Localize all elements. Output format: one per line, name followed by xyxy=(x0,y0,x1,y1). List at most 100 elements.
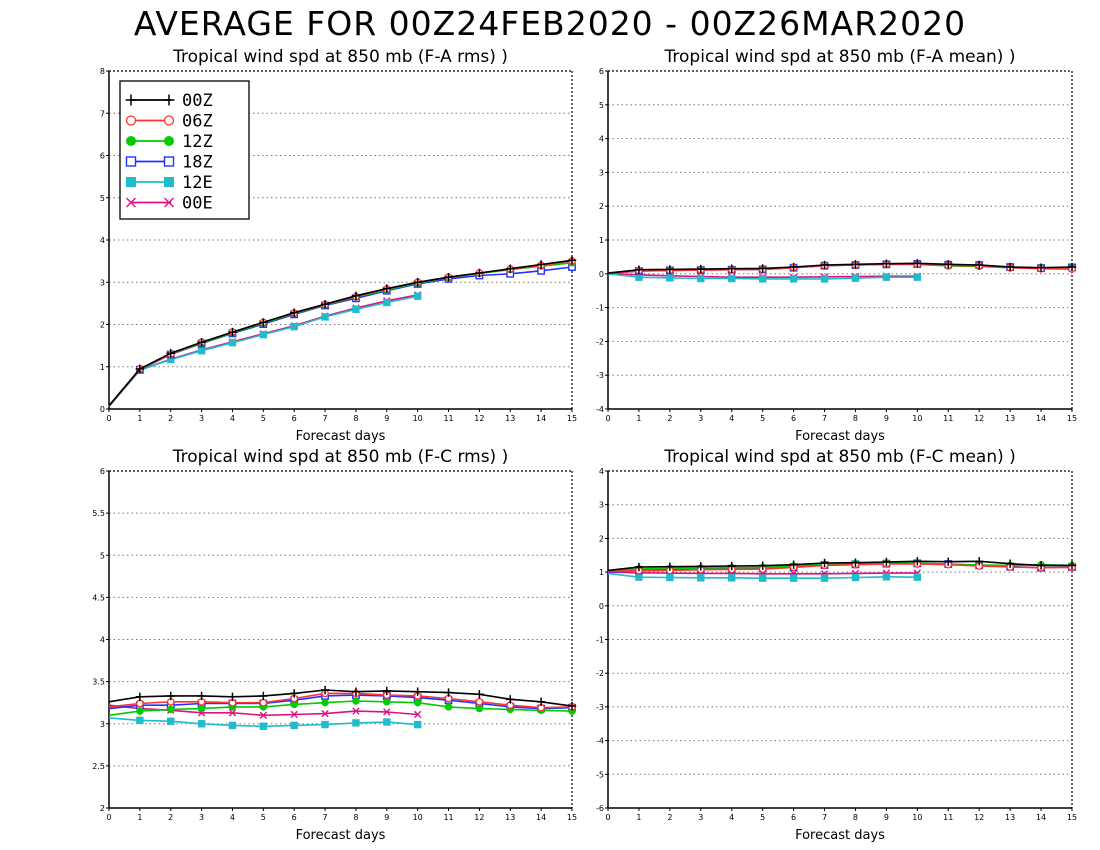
legend-marker-12Z xyxy=(126,136,136,146)
data-point-00Z xyxy=(1005,262,1015,272)
data-point-00Z xyxy=(789,262,798,272)
x-tick-label: 1 xyxy=(636,813,641,822)
series-line-12Z xyxy=(108,262,573,407)
legend-marker-00E xyxy=(164,197,174,208)
x-tick-label: 7 xyxy=(822,414,827,423)
x-tick-label: 6 xyxy=(791,414,796,423)
y-tick-label: -5 xyxy=(596,770,604,779)
x-tick-label: 15 xyxy=(567,414,577,423)
panel-title: Tropical wind spd at 850 mb (F-C mean) ) xyxy=(663,447,1016,467)
y-tick-label: 6 xyxy=(100,152,105,161)
x-tick-label: 13 xyxy=(1005,813,1015,822)
x-tick-label: 13 xyxy=(1005,414,1015,423)
x-tick-label: 11 xyxy=(943,414,953,423)
data-point-00Z xyxy=(696,264,705,274)
data-point-00Z xyxy=(475,690,484,699)
data-point-12E xyxy=(383,298,391,307)
x-tick-label: 6 xyxy=(292,414,297,423)
data-point-12E xyxy=(820,275,829,283)
series-12E xyxy=(108,292,422,408)
data-point-12Z xyxy=(321,698,329,707)
series-00Z xyxy=(108,256,577,407)
page-title: AVERAGE FOR 00Z24FEB2020 - 00Z26MAR2020 xyxy=(133,4,967,43)
data-point-12E xyxy=(697,574,705,582)
x-tick-label: 14 xyxy=(1036,414,1046,423)
series-12Z xyxy=(108,259,576,407)
data-point-12E xyxy=(758,275,767,283)
x-tick-label: 2 xyxy=(667,414,672,423)
data-point-00Z xyxy=(567,256,577,265)
data-point-00Z xyxy=(1067,561,1077,570)
data-point-00Z xyxy=(290,689,299,698)
series-line-06Z xyxy=(108,260,573,407)
legend-label-18Z: 18Z xyxy=(182,153,213,173)
data-point-12E xyxy=(697,274,705,283)
data-point-00Z xyxy=(1036,263,1046,272)
data-point-00Z xyxy=(228,692,237,701)
y-tick-label: 2.5 xyxy=(92,762,105,771)
legend-marker-00Z xyxy=(163,94,175,106)
x-tick-label: 0 xyxy=(605,414,610,423)
data-point-12E xyxy=(290,322,298,331)
x-tick-label: 13 xyxy=(505,813,515,822)
data-point-00E xyxy=(413,710,422,719)
x-axis-label: Forecast days xyxy=(296,828,386,843)
series-line-00E xyxy=(108,294,418,408)
x-tick-label: 2 xyxy=(168,414,173,423)
x-tick-label: 10 xyxy=(912,813,922,822)
data-point-00E xyxy=(290,710,298,719)
data-point-00Z xyxy=(197,691,206,701)
x-tick-label: 12 xyxy=(474,813,484,822)
data-point-12Z xyxy=(352,697,360,705)
x-tick-label: 2 xyxy=(667,813,672,822)
data-point-00Z xyxy=(166,349,175,358)
y-tick-label: -3 xyxy=(596,703,604,712)
data-point-00Z xyxy=(135,692,145,701)
data-point-00Z xyxy=(444,272,453,282)
panel-title: Tropical wind spd at 850 mb (F-A rms) ) xyxy=(172,47,508,67)
data-point-00Z xyxy=(382,686,391,696)
data-point-12E xyxy=(259,330,268,339)
data-point-00Z xyxy=(882,259,891,268)
data-point-00Z xyxy=(882,557,891,567)
data-point-00E xyxy=(321,709,329,718)
x-tick-label: 7 xyxy=(323,813,328,822)
data-point-12Z xyxy=(197,704,206,713)
series-12E xyxy=(607,572,922,582)
y-tick-label: -4 xyxy=(596,737,604,746)
x-tick-label: 5 xyxy=(261,813,266,822)
y-tick-label: 0 xyxy=(599,602,604,611)
data-point-00Z xyxy=(727,561,736,571)
x-tick-label: 15 xyxy=(1067,813,1077,822)
chart-panel-3: Tropical wind spd at 850 mb (F-C rms) ) 2… xyxy=(92,447,577,843)
data-point-00Z xyxy=(1005,559,1015,568)
data-point-12E xyxy=(413,720,422,729)
series-line-12Z xyxy=(607,562,1073,572)
x-tick-label: 10 xyxy=(912,414,922,423)
data-point-00E xyxy=(352,707,360,715)
y-tick-label: 8 xyxy=(100,67,105,76)
x-tick-label: 0 xyxy=(605,813,610,822)
legend-marker-00E xyxy=(126,197,136,208)
chart-panel-4: Tropical wind spd at 850 mb (F-C mean) )… xyxy=(596,447,1077,843)
x-tick-label: 3 xyxy=(698,813,703,822)
y-tick-label: 3 xyxy=(599,501,604,510)
x-tick-label: 14 xyxy=(1036,813,1046,822)
data-point-12E xyxy=(728,574,736,582)
legend-marker-18Z xyxy=(125,156,137,167)
data-point-00Z xyxy=(665,265,675,274)
x-tick-label: 5 xyxy=(760,813,765,822)
series-00Z xyxy=(108,685,577,711)
legend-marker-06Z xyxy=(163,115,175,126)
data-point-12E xyxy=(913,273,922,281)
data-point-00E xyxy=(383,708,391,716)
chart-panel-2: Tropical wind spd at 850 mb (F-A mean) )… xyxy=(596,47,1077,444)
data-point-06Z xyxy=(259,698,268,707)
y-tick-label: 5 xyxy=(100,551,105,560)
data-point-00Z xyxy=(290,308,299,317)
x-tick-label: 14 xyxy=(536,813,546,822)
data-point-12E xyxy=(728,274,736,283)
x-tick-label: 9 xyxy=(384,813,389,822)
legend-label-12Z: 12Z xyxy=(182,132,213,152)
